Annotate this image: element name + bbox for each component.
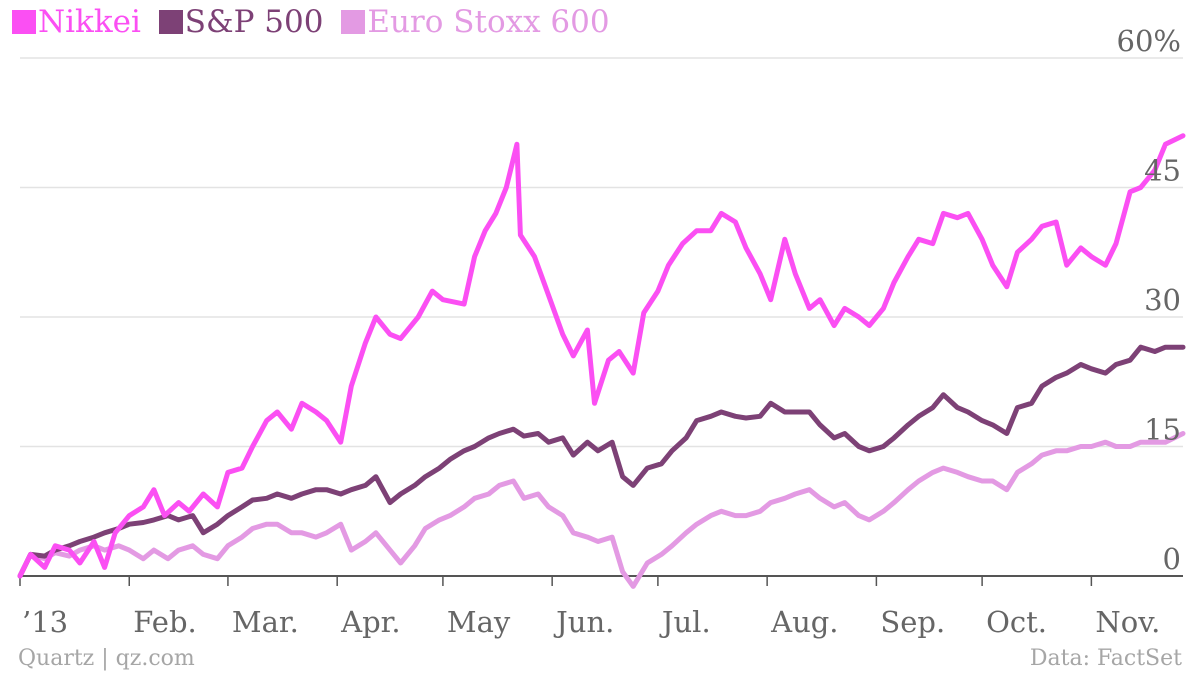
- legend-swatch-euro-stoxx: [341, 10, 366, 34]
- footer-credit: Quartz | qz.com: [18, 646, 195, 671]
- x-tick-label: Nov.: [1095, 605, 1160, 639]
- legend-item-sp500[interactable]: S&P 500: [158, 4, 324, 40]
- x-tick-label: Oct.: [986, 605, 1047, 639]
- y-tick-label: 30: [1144, 283, 1181, 317]
- series-line-euro-stoxx-600: [17, 431, 1186, 589]
- y-tick-label: 0: [1163, 542, 1181, 576]
- gridlines: [20, 57, 1183, 577]
- x-tick-label: Apr.: [340, 605, 400, 639]
- legend-label-sp500: S&P 500: [184, 4, 324, 40]
- x-tick-label: Jul.: [659, 605, 711, 639]
- x-tick-label: Aug.: [770, 605, 838, 639]
- legend-item-nikkei[interactable]: Nikkei: [12, 4, 141, 40]
- legend-swatch-nikkei: [12, 10, 36, 34]
- series-lines: [17, 133, 1186, 589]
- y-tick-label: 60%: [1117, 24, 1181, 58]
- x-tick-label: Sep.: [880, 605, 945, 639]
- x-tick-label: Mar.: [232, 605, 299, 639]
- series-line-nikkei: [17, 133, 1186, 579]
- footer-source: Data: FactSet: [1029, 646, 1182, 671]
- y-tick-label: 15: [1144, 413, 1181, 447]
- x-tick-label: Jun.: [553, 605, 614, 639]
- legend-label-nikkei: Nikkei: [38, 4, 141, 40]
- legend: Nikkei S&P 500 Euro Stoxx 600: [12, 4, 618, 40]
- legend-swatch-sp500: [158, 10, 183, 34]
- x-axis: [19, 576, 1093, 586]
- x-tick-label: Feb.: [133, 605, 196, 639]
- axis-labels: 60% 45 30 15 0 ’13 Feb. Mar. Apr. May Jun. Jul. Aug.…: [22, 24, 1181, 639]
- legend-label-euro-stoxx: Euro Stoxx 600: [367, 4, 610, 40]
- series-line-s-p-500: [17, 344, 1186, 579]
- legend-item-euro-stoxx[interactable]: Euro Stoxx 600: [341, 4, 610, 40]
- x-tick-label: ’13: [22, 605, 68, 639]
- y-tick-label: 45: [1144, 154, 1181, 188]
- x-tick-label: May: [447, 605, 511, 639]
